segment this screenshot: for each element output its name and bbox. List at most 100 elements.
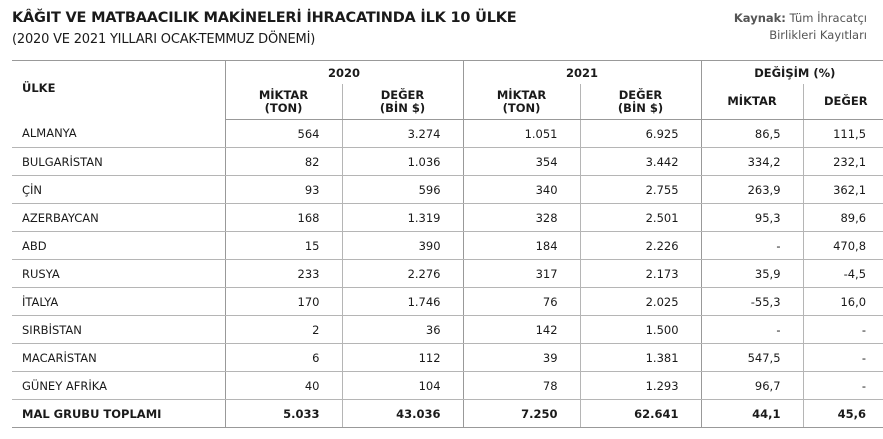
miktar-2020-cell: 15	[224, 231, 342, 260]
deger-2020-cell: 1.319	[341, 203, 464, 232]
change-miktar-cell: 44,1	[700, 399, 804, 428]
deger-2021-cell: 1.293	[579, 371, 702, 400]
header-year-2021: 2021	[462, 60, 702, 84]
change-deger-cell: -	[802, 371, 883, 400]
change-deger-cell: 111,5	[802, 119, 883, 148]
deger-2021-cell: 3.442	[579, 147, 702, 176]
country-cell: RUSYA	[12, 259, 225, 288]
miktar-2020-cell: 82	[224, 147, 342, 176]
deger-2021-cell: 6.925	[579, 119, 702, 148]
header-2021-miktar: MİKTAR (TON)	[462, 84, 581, 120]
country-cell: İTALYA	[12, 287, 225, 316]
change-deger-cell: 232,1	[802, 147, 883, 176]
change-deger-cell: 89,6	[802, 203, 883, 232]
change-deger-cell: 45,6	[802, 399, 883, 428]
deger-2020-cell: 3.274	[341, 119, 464, 148]
country-cell: SIRBİSTAN	[12, 315, 225, 344]
miktar-2020-cell: 2	[224, 315, 342, 344]
header-2020-miktar: MİKTAR (TON)	[224, 84, 342, 120]
change-miktar-cell: 547,5	[700, 343, 804, 372]
header-change: DEĞİŞİM (%)	[700, 60, 883, 84]
miktar-2020-cell: 6	[224, 343, 342, 372]
deger-2020-cell: 36	[341, 315, 464, 344]
miktar-2021-cell: 7.250	[462, 399, 581, 428]
table-row: MACARİSTAN 6 112 39 1.381 547,5-	[12, 343, 883, 372]
total-row: MAL GRUBU TOPLAMI 5.033 43.036 7.250 62.641 4…	[12, 399, 883, 428]
source-note: Kaynak: Tüm İhracatçı Birlikleri Kayıtla…	[734, 10, 867, 44]
table-row: GÜNEY AFRİKA 40 104 78 1.293 96,7-	[12, 371, 883, 400]
table-row: ABD 15 390 184 2.226-470,8	[12, 231, 883, 260]
miktar-2020-cell: 93	[224, 175, 342, 204]
miktar-2020-cell: 40	[224, 371, 342, 400]
change-deger-cell: 16,0	[802, 287, 883, 316]
change-miktar-cell: -	[700, 231, 804, 260]
header-change-deger: DEĞER	[802, 84, 883, 120]
deger-2020-cell: 596	[341, 175, 464, 204]
miktar-2021-cell: 317	[462, 259, 581, 288]
deger-2021-cell: 2.173	[579, 259, 702, 288]
country-cell: BULGARİSTAN	[12, 147, 225, 176]
country-cell: MACARİSTAN	[12, 343, 225, 372]
change-miktar-cell: 35,9	[700, 259, 804, 288]
source-text-1: Tüm İhracatçı	[789, 11, 867, 25]
export-table: ÜLKE 2020 2021 DEĞİŞİM (%) MİKTAR (TON) D…	[12, 60, 883, 428]
miktar-2021-cell: 1.051	[462, 119, 581, 148]
page-subtitle: (2020 VE 2021 YILLARI OCAK-TEMMUZ DÖNEMİ…	[12, 32, 316, 47]
table-row: SIRBİSTAN 2 36 142 1.500- -	[12, 315, 883, 344]
page-title: KÂĞIT VE MATBAACILIK MAKİNELERİ İHRACATI…	[12, 10, 517, 26]
miktar-2020-cell: 233	[224, 259, 342, 288]
change-miktar-cell: 96,7	[700, 371, 804, 400]
header-2020-deger: DEĞER (BİN $)	[341, 84, 464, 120]
table-body: ALMANYA 564 3.274 1.051 6.925 86,5 111,5 BULGAR…	[12, 119, 883, 428]
miktar-2021-cell: 76	[462, 287, 581, 316]
country-cell: ALMANYA	[12, 119, 225, 148]
header-change-miktar: MİKTAR	[700, 84, 804, 120]
change-miktar-cell: -	[700, 315, 804, 344]
change-deger-cell: -	[802, 343, 883, 372]
miktar-2020-cell: 564	[224, 119, 342, 148]
country-cell: ABD	[12, 231, 225, 260]
deger-2021-cell: 2.226	[579, 231, 702, 260]
miktar-2021-cell: 328	[462, 203, 581, 232]
deger-2020-cell: 390	[341, 231, 464, 260]
miktar-2020-cell: 5.033	[224, 399, 342, 428]
header-country: ÜLKE	[12, 60, 225, 120]
change-miktar-cell: 95,3	[700, 203, 804, 232]
source-label: Kaynak:	[733, 11, 786, 25]
country-cell: ÇİN	[12, 175, 225, 204]
miktar-2021-cell: 340	[462, 175, 581, 204]
miktar-2021-cell: 184	[462, 231, 581, 260]
country-cell: AZERBAYCAN	[12, 203, 225, 232]
deger-2020-cell: 104	[341, 371, 464, 400]
miktar-2020-cell: 168	[224, 203, 342, 232]
deger-2020-cell: 1.746	[341, 287, 464, 316]
miktar-2021-cell: 142	[462, 315, 581, 344]
table-row: ALMANYA 564 3.274 1.051 6.925 86,5 111,5	[12, 119, 883, 148]
deger-2020-cell: 43.036	[341, 399, 464, 428]
source-text-2: Birlikleri Kayıtları	[769, 28, 867, 42]
country-cell: GÜNEY AFRİKA	[12, 371, 225, 400]
table-row: AZERBAYCAN 168 1.319 328 2.501 95,3 89,6	[12, 203, 883, 232]
deger-2021-cell: 1.500	[579, 315, 702, 344]
change-deger-cell: 470,8	[802, 231, 883, 260]
header-2021-deger: DEĞER (BİN $)	[579, 84, 702, 120]
deger-2021-cell: 2.501	[579, 203, 702, 232]
miktar-2020-cell: 170	[224, 287, 342, 316]
deger-2021-cell: 1.381	[579, 343, 702, 372]
deger-2020-cell: 2.276	[341, 259, 464, 288]
deger-2021-cell: 62.641	[579, 399, 702, 428]
miktar-2021-cell: 78	[462, 371, 581, 400]
change-deger-cell: -4,5	[802, 259, 883, 288]
table-row: İTALYA 170 1.746 76 2.025 -55,3 16,0	[12, 287, 883, 316]
deger-2020-cell: 112	[341, 343, 464, 372]
deger-2021-cell: 2.025	[579, 287, 702, 316]
deger-2020-cell: 1.036	[341, 147, 464, 176]
header-year-2020: 2020	[224, 60, 464, 84]
deger-2021-cell: 2.755	[579, 175, 702, 204]
table-row: BULGARİSTAN 82 1.036 354 3.442 334,2 232,1	[12, 147, 883, 176]
miktar-2021-cell: 354	[462, 147, 581, 176]
change-miktar-cell: 86,5	[700, 119, 804, 148]
change-miktar-cell: 263,9	[700, 175, 804, 204]
change-miktar-cell: 334,2	[700, 147, 804, 176]
